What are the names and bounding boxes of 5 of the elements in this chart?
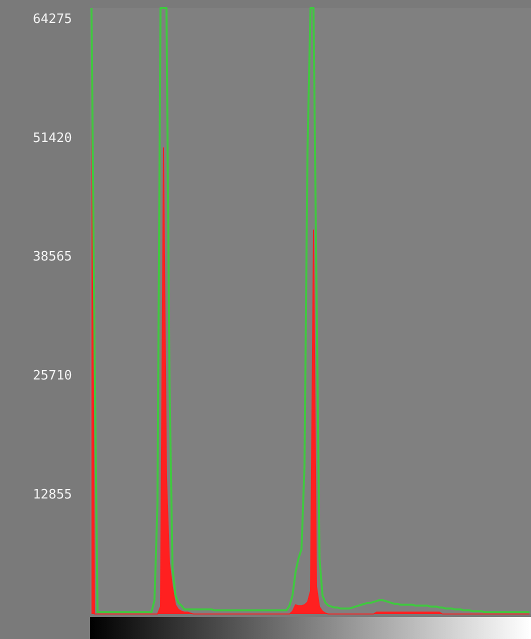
y-tick-label: 12855 — [32, 488, 72, 503]
y-tick-label: 51420 — [32, 130, 72, 146]
y-tick-label: 38565 — [32, 250, 72, 265]
y-tick-label: 64275 — [32, 12, 72, 27]
y-tick-label: 25710 — [32, 368, 72, 384]
